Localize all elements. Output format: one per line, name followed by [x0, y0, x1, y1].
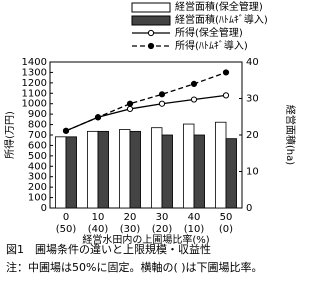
marker	[190, 96, 198, 103]
legend-label: 経営面積(保全管理)	[175, 0, 263, 13]
y2-tick-label: 20	[246, 130, 259, 141]
note: 注：中圃場は50%に固定。横軸の( )は下圃場比率。	[6, 260, 263, 274]
y-tick-label: 1000	[22, 99, 47, 110]
legend-label: 所得(ﾊﾄﾑｷﾞ導入)	[175, 39, 248, 52]
y-tick-label: 1300	[22, 67, 47, 78]
y2-tick-label: 30	[246, 94, 259, 105]
bar	[65, 136, 77, 209]
x-tick-sublabel: (20)	[152, 224, 173, 235]
y-tick-label: 200	[28, 182, 47, 193]
y-tick-label: 900	[28, 109, 47, 120]
marker	[222, 69, 230, 76]
marker	[158, 100, 166, 107]
marker	[126, 105, 134, 113]
caption: 図1 圃場条件の違いと上限規模・収益性	[6, 242, 211, 256]
y2-tick-label: 0	[246, 203, 252, 214]
x-tick-label: 0	[63, 212, 69, 223]
y-tick-label: 0	[41, 203, 47, 214]
y-tick-label: 1100	[22, 88, 47, 99]
x-tick-sublabel: (10)	[184, 224, 205, 235]
bar	[97, 130, 109, 209]
bar	[225, 138, 237, 209]
legend-label: 所得(保全管理)	[175, 26, 243, 39]
marker	[126, 100, 134, 107]
y-tick-label: 300	[28, 172, 47, 183]
x-tick-sublabel: (0)	[219, 224, 233, 235]
legend-swatch	[131, 2, 171, 13]
y-axis-label: 所得(万円)	[4, 111, 16, 159]
line	[65, 71, 227, 132]
marker	[62, 127, 70, 134]
legend-label: 経営面積(ﾊﾄﾑｷﾞ導入)	[175, 13, 268, 26]
bar	[119, 129, 131, 209]
y-tick-label: 1200	[22, 78, 47, 89]
marker	[190, 80, 198, 88]
line	[65, 94, 227, 132]
legend-marker	[147, 29, 155, 37]
x-tick-label: 10	[92, 212, 105, 223]
bar	[193, 134, 205, 209]
y2-tick-label: 10	[246, 167, 259, 178]
x-tick-label: 30	[156, 212, 169, 223]
chart: 図1 圃場条件の違いと上限規模・収益性 注：中圃場は50%に固定。横軸の( )は…	[4, 0, 297, 274]
x-tick-label: 40	[188, 212, 201, 223]
bar	[87, 130, 99, 209]
bar	[151, 127, 163, 209]
y2-tick-label: 40	[246, 57, 259, 68]
x-tick-label: 50	[220, 212, 233, 223]
marker	[94, 114, 102, 121]
bar	[129, 130, 141, 209]
y-tick-label: 1400	[22, 57, 47, 68]
y-tick-label: 400	[28, 161, 47, 172]
y-tick-label: 500	[28, 151, 47, 162]
y-tick-label: 800	[28, 120, 47, 131]
marker	[158, 91, 166, 98]
x-axis-label: 経営水田内の上圃場比率(%)	[82, 233, 209, 246]
y2-axis-label: 経営面積(ha)	[284, 105, 297, 165]
y-tick-label: 600	[28, 140, 47, 151]
x-tick-sublabel: (30)	[120, 224, 141, 235]
legend-swatch	[131, 15, 171, 26]
y-tick-label: 700	[28, 130, 47, 141]
plot-frame	[49, 61, 243, 209]
bar	[183, 123, 195, 209]
x-tick-sublabel: (50)	[56, 224, 77, 235]
legend-marker	[147, 42, 155, 50]
y-tick-label: 100	[28, 193, 47, 204]
bar	[161, 134, 173, 209]
bar	[215, 121, 227, 209]
bar	[55, 136, 67, 209]
x-tick-sublabel: (40)	[88, 224, 109, 235]
marker	[222, 92, 230, 99]
x-tick-label: 20	[124, 212, 137, 223]
